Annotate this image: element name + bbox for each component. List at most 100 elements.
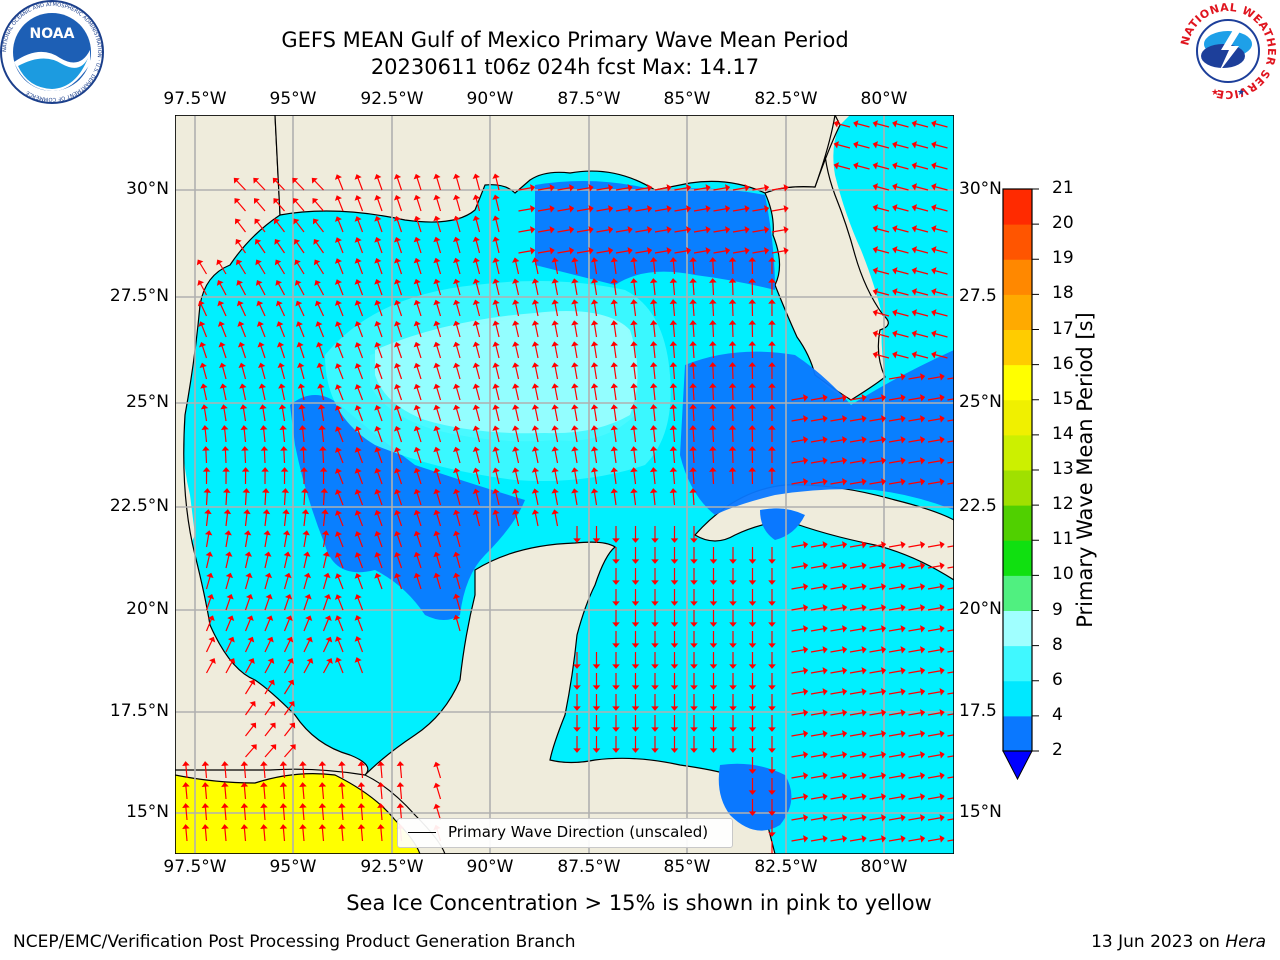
wave-arrow-head	[748, 341, 757, 346]
wave-arrow-head	[610, 467, 619, 473]
wave-arrow	[436, 576, 442, 590]
wave-arrow	[239, 303, 247, 317]
wave-arrow	[436, 198, 442, 212]
wave-arrow-head	[452, 467, 461, 474]
wave-arrow-head	[669, 383, 678, 388]
wave-arrow	[377, 219, 383, 233]
wave-arrow	[416, 198, 422, 212]
wave-arrow-head	[393, 320, 402, 327]
wave-arrow-head	[892, 246, 898, 254]
wave-arrow	[243, 764, 247, 779]
wave-arrow-head	[610, 425, 619, 431]
colorbar-tick-label: 9	[1052, 599, 1063, 620]
wave-arrow	[908, 460, 922, 464]
wave-arrow-head	[881, 583, 887, 591]
wave-arrow-head	[240, 803, 249, 808]
wave-arrow	[245, 725, 255, 737]
wave-arrow-head	[881, 562, 887, 570]
wave-arrow	[436, 366, 442, 380]
wave-arrow-head	[571, 425, 579, 431]
wave-arrow-head	[289, 722, 296, 729]
wave-arrow-head	[881, 541, 887, 549]
wave-arrow-head	[748, 601, 757, 606]
wave-arrow-head	[931, 351, 937, 359]
wave-arrow	[672, 365, 676, 380]
wave-arrow-head	[689, 467, 697, 472]
wave-arrow	[357, 660, 364, 674]
wave-arrow	[672, 428, 676, 443]
wave-arrow-head	[202, 467, 211, 472]
wave-arrow	[692, 491, 695, 506]
wave-arrow-head	[269, 722, 276, 729]
wave-arrow	[830, 733, 844, 737]
wave-arrow	[219, 283, 227, 296]
wave-arrow-head	[374, 510, 382, 516]
wave-arrow-head	[892, 183, 898, 191]
wave-arrow	[475, 177, 481, 191]
wave-arrow	[791, 838, 805, 842]
wave-arrow	[633, 408, 637, 422]
wave-arrow	[692, 344, 695, 359]
wave-arrow-head	[262, 509, 271, 515]
wave-arrow	[357, 408, 364, 422]
wave-arrow-head	[872, 246, 879, 254]
wave-arrow-head	[748, 643, 757, 648]
wave-arrow	[876, 312, 890, 317]
wave-arrow-head	[939, 688, 945, 696]
wave-arrow-head	[651, 727, 659, 732]
colorbar-band	[1003, 399, 1032, 436]
legend-label: Primary Wave Direction (unscaled)	[448, 823, 709, 841]
wave-arrow-head	[861, 583, 867, 591]
wave-arrow	[915, 123, 929, 128]
wave-arrow-head	[939, 583, 945, 591]
wave-arrow	[593, 429, 598, 443]
wave-arrow-head	[354, 531, 362, 537]
wave-arrow-head	[551, 509, 559, 515]
wave-arrow	[396, 471, 403, 485]
wave-arrow	[377, 282, 383, 296]
wave-arrow	[869, 586, 883, 590]
wave-arrow	[337, 366, 344, 380]
wave-arrow	[337, 429, 344, 443]
wave-arrow	[224, 806, 227, 821]
wave-arrow-head	[318, 824, 327, 829]
wave-arrow-head	[201, 425, 209, 431]
wave-arrow	[337, 387, 344, 401]
wave-arrow	[455, 261, 461, 275]
wave-arrow	[713, 250, 727, 254]
wave-arrow-head	[551, 467, 559, 473]
wave-arrow-head	[236, 280, 244, 286]
wave-arrow-head	[612, 622, 620, 627]
wave-arrow	[475, 408, 481, 422]
wave-arrow	[927, 670, 941, 674]
wave-arrow-head	[393, 362, 402, 369]
wave-arrow-head	[492, 278, 500, 284]
wave-arrow-head	[725, 226, 731, 234]
wave-arrow-head	[217, 300, 225, 307]
wave-arrow	[416, 450, 422, 464]
wave-arrow-head	[748, 769, 757, 774]
wave-arrow	[692, 323, 695, 338]
colorbar-band	[1003, 645, 1032, 682]
wave-arrow	[283, 534, 288, 548]
wave-arrow	[475, 492, 481, 506]
wave-arrow	[455, 597, 461, 611]
wave-arrow-head	[200, 383, 208, 389]
wave-arrow-head	[833, 120, 840, 128]
wave-arrow	[554, 387, 559, 401]
wave-arrow-head	[892, 225, 898, 233]
wave-arrow	[436, 261, 442, 275]
wave-arrow	[888, 817, 902, 821]
wave-arrow-head	[315, 321, 323, 327]
wave-arrow-head	[433, 236, 441, 243]
wave-arrow	[357, 450, 364, 464]
wave-arrow	[436, 240, 442, 254]
wave-arrow	[654, 250, 668, 254]
wave-arrow	[220, 324, 227, 338]
wave-arrow-head	[900, 814, 906, 822]
wave-arrow-head	[260, 761, 268, 766]
wave-arrow-head	[354, 237, 362, 243]
wave-arrow-head	[939, 772, 945, 780]
wave-arrow	[927, 607, 941, 611]
wave-arrow-head	[861, 478, 867, 486]
